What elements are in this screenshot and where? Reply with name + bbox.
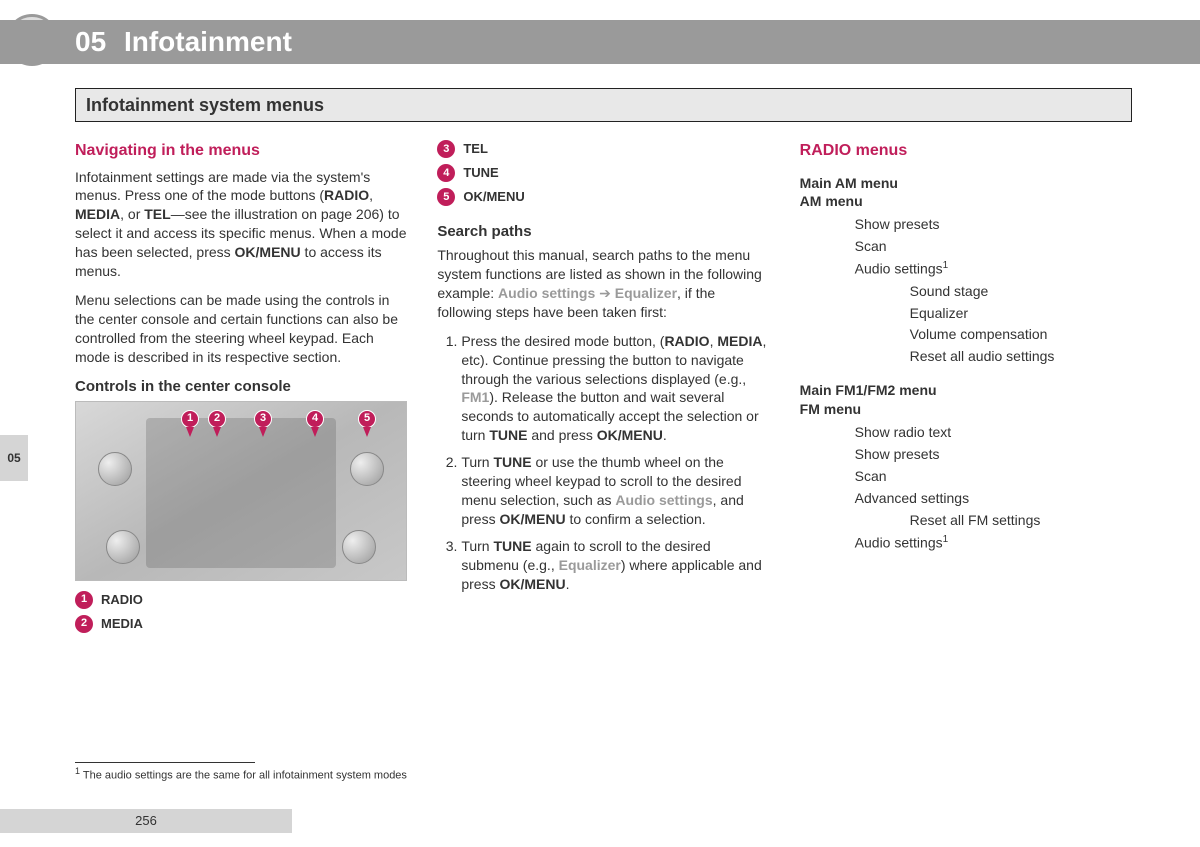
search-heading: Search paths [437, 222, 769, 242]
column-right: RADIO menus Main AM menu AM menu Show pr… [800, 140, 1132, 747]
legend-label: MEDIA [101, 615, 143, 633]
legend-num: 2 [75, 615, 93, 633]
console-diagram: 1 2 3 4 5 [75, 401, 407, 581]
menu-item: Show radio text [855, 423, 1132, 442]
menu-item: Audio settings1 [855, 533, 1132, 553]
nav-p1: Infotainment settings are made via the s… [75, 168, 407, 281]
footnote: 1 The audio settings are the same for al… [75, 765, 407, 784]
search-step: Press the desired mode button, (RADIO, M… [461, 332, 769, 445]
am-main: Main AM menu [800, 174, 1132, 193]
section-title: Infotainment system menus [75, 88, 1132, 122]
menu-item: Scan [855, 467, 1132, 486]
menu-subitem: Sound stage [910, 282, 1132, 301]
callout-pin: 5 [358, 410, 376, 428]
legend-row: 2 MEDIA [75, 615, 407, 633]
nav-heading: Navigating in the menus [75, 140, 407, 162]
menu-item: Show presets [855, 215, 1132, 234]
legend-row: 1 RADIO [75, 591, 407, 609]
footnote-rule [75, 762, 255, 763]
menu-item: Audio settings1 [855, 259, 1132, 279]
legend-row: 3 TEL [437, 140, 769, 158]
menu-subitem: Equalizer [910, 304, 1132, 323]
menu-item: Show presets [855, 445, 1132, 464]
search-steps: Press the desired mode button, (RADIO, M… [437, 332, 769, 594]
nav-p2: Menu selections can be made using the co… [75, 291, 407, 367]
radio-heading: RADIO menus [800, 140, 1132, 162]
controls-heading: Controls in the center console [75, 377, 407, 397]
chapter-number: 05 [75, 26, 106, 57]
menu-item: Advanced settings [855, 489, 1132, 508]
menu-item: Scan [855, 237, 1132, 256]
search-intro: Throughout this manual, search paths to … [437, 246, 769, 322]
side-tab: 05 [0, 435, 28, 481]
legend-row: 5 OK/MENU [437, 188, 769, 206]
legend-row: 4 TUNE [437, 164, 769, 182]
chapter-header: 05 Infotainment [0, 20, 1200, 64]
column-middle: 3 TEL 4 TUNE 5 OK/MENU Search paths Thro… [437, 140, 769, 747]
legend-num: 1 [75, 591, 93, 609]
am-sub: AM menu [800, 192, 1132, 211]
callout-pin: 3 [254, 410, 272, 428]
callout-pin: 1 [181, 410, 199, 428]
page-number: 256 [0, 809, 292, 833]
column-left: Navigating in the menus Infotainment set… [75, 140, 407, 747]
chapter-title: Infotainment [124, 26, 292, 57]
menu-subitem: Reset all audio settings [910, 347, 1132, 366]
menu-subitem: Reset all FM settings [910, 511, 1132, 530]
callout-pin: 2 [208, 410, 226, 428]
fm-main: Main FM1/FM2 menu [800, 381, 1132, 400]
search-step: Turn TUNE or use the thumb wheel on the … [461, 453, 769, 529]
legend-label: RADIO [101, 591, 143, 609]
fm-sub: FM menu [800, 400, 1132, 419]
search-step: Turn TUNE again to scroll to the desired… [461, 537, 769, 594]
menu-subitem: Volume compensation [910, 325, 1132, 344]
callout-pin: 4 [306, 410, 324, 428]
